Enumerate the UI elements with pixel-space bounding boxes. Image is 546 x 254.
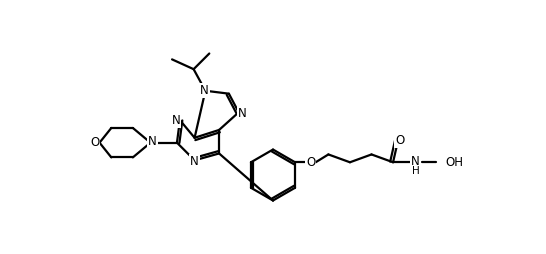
Text: N: N [411, 155, 420, 168]
Text: H: H [412, 166, 419, 176]
Text: N: N [171, 114, 180, 127]
Text: N: N [190, 155, 199, 168]
Text: N: N [200, 84, 209, 97]
Text: OH: OH [445, 156, 463, 169]
Text: N: N [148, 135, 157, 148]
Text: O: O [306, 156, 316, 169]
Text: O: O [90, 136, 99, 149]
Text: N: N [238, 107, 247, 120]
Text: O: O [395, 134, 405, 147]
